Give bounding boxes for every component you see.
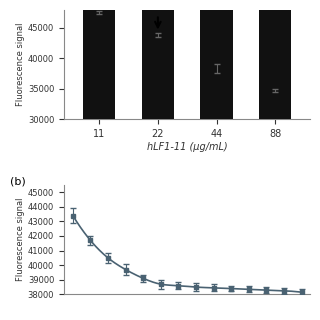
Bar bbox=[200, 0, 233, 119]
Y-axis label: Fluorescence signal: Fluorescence signal bbox=[16, 198, 25, 281]
Bar bbox=[259, 0, 291, 119]
Bar bbox=[83, 0, 115, 119]
Text: (b): (b) bbox=[10, 176, 26, 186]
Y-axis label: Fluorescence signal: Fluorescence signal bbox=[16, 23, 25, 106]
X-axis label: hLF1-11 (µg/mL): hLF1-11 (µg/mL) bbox=[147, 142, 228, 152]
Bar bbox=[142, 0, 174, 119]
